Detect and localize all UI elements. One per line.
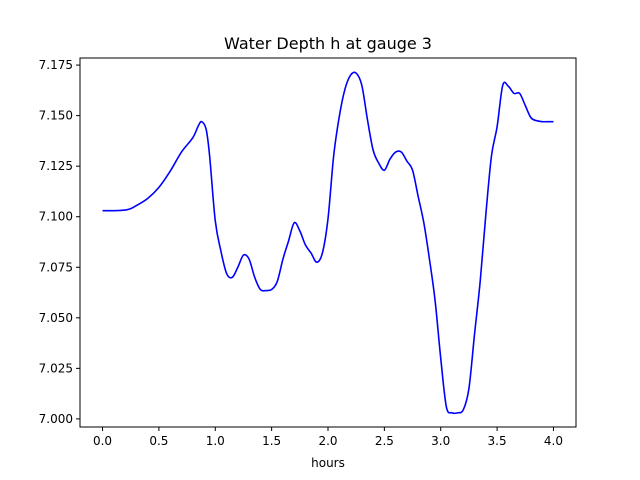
y-tick-label: 7.150 [39, 109, 73, 123]
x-tick-label: 3.0 [431, 434, 450, 448]
x-tick-label: 3.5 [488, 434, 507, 448]
y-tick-label: 7.075 [39, 260, 73, 274]
plot-area [102, 71, 554, 415]
x-tick-label: 2.5 [375, 434, 394, 448]
x-tick-label: 1.0 [206, 434, 225, 448]
x-axis: 0.0 0.5 1.0 1.5 2.0 2.5 3.0 3.5 4.0 [93, 427, 563, 448]
y-tick-label: 7.125 [39, 159, 73, 173]
series-line [102, 71, 554, 415]
x-tick-label: 4.0 [544, 434, 563, 448]
y-tick-label: 7.175 [39, 58, 73, 72]
chart-title: Water Depth h at gauge 3 [224, 34, 432, 53]
x-tick-label: 2.0 [318, 434, 337, 448]
y-tick-label: 7.050 [39, 311, 73, 325]
y-axis: 7.000 7.025 7.050 7.075 7.100 7.125 7.150 7.175 [39, 58, 80, 426]
y-tick-label: 7.025 [39, 361, 73, 375]
x-tick-label: 1.5 [262, 434, 281, 448]
x-axis-label: hours [311, 456, 345, 470]
x-tick-label: 0.5 [149, 434, 168, 448]
y-tick-label: 7.000 [39, 412, 73, 426]
y-tick-label: 7.100 [39, 210, 73, 224]
x-tick-label: 0.0 [93, 434, 112, 448]
